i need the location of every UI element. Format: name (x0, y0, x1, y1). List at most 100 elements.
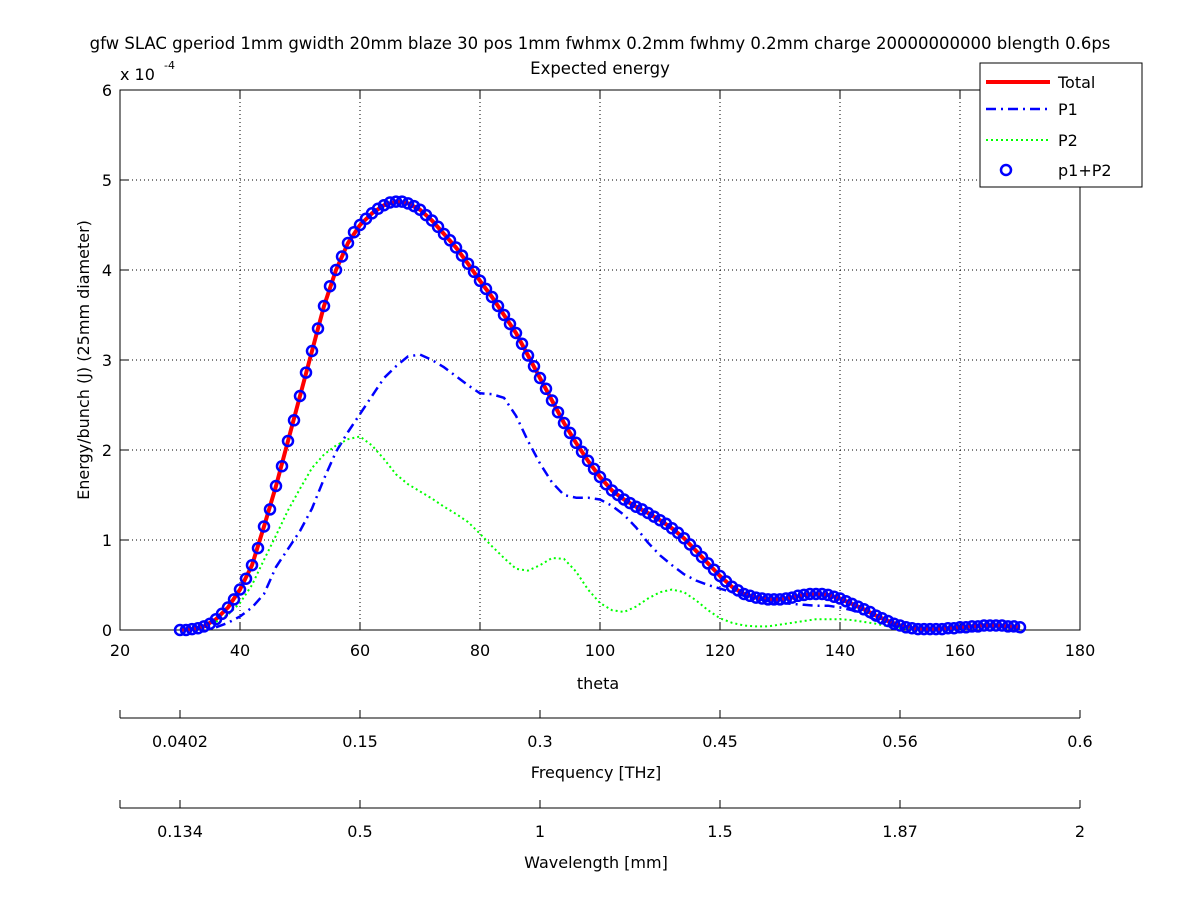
x-tick-label: 20 (110, 641, 130, 660)
series-p1-p2-marker (929, 622, 943, 636)
y-axis-label: Energy/bunch (J) (25mm diameter) (74, 220, 93, 500)
series-p1-p2-marker (227, 593, 241, 606)
series-p1-p2-marker (551, 405, 565, 419)
series-p1-p2-marker (785, 591, 799, 604)
series-p1-p2-marker (377, 198, 391, 212)
legend-p1-p2-label: p1+P2 (1058, 161, 1112, 180)
series-p1-p2-marker (503, 317, 517, 331)
secondary-axis-wavelength-mm-tick-label: 0.5 (347, 822, 372, 841)
series-p1-p2-marker (275, 459, 289, 473)
series-p1-p2-marker (287, 414, 301, 427)
series-p1-p2-marker (1007, 620, 1021, 633)
series-p1-p2-marker (893, 619, 907, 632)
y-tick-label: 5 (102, 171, 112, 190)
series-p1-p2-marker (269, 479, 283, 493)
series-p1-p2-marker (953, 621, 967, 634)
legend-p1-label: P1 (1058, 100, 1078, 119)
secondary-axis-frequency-thz-tick-label: 0.45 (702, 732, 738, 751)
series-p1-p2-marker (431, 220, 445, 234)
x-axis-label: theta (577, 674, 619, 693)
x-tick-label: 60 (350, 641, 370, 660)
x-tick-label: 80 (470, 641, 490, 660)
series-p1-p2-marker (761, 593, 775, 606)
series-p1-p2-marker (245, 558, 259, 572)
series-p1-p2-marker (233, 583, 247, 596)
series-p1-p2-marker (401, 197, 415, 210)
series-p1-p2-marker (767, 593, 781, 606)
series-p1-p2-marker (497, 308, 511, 322)
series-p1-p2-marker (323, 279, 337, 293)
series-p1-p2-marker (317, 299, 331, 313)
series-p1-p2-marker (341, 236, 355, 250)
series-p1-p2-marker (455, 249, 469, 262)
legend-items: Total P1 P2 p1+P2 (986, 73, 1112, 180)
series-p1-p2-marker (911, 622, 925, 636)
series-p1-p2-marker (923, 622, 937, 636)
series-p1-p2-marker (869, 609, 883, 622)
series-p1-p2-marker (629, 500, 643, 513)
series-p1-p2-marker (839, 594, 853, 608)
series-p1-p2-marker (527, 360, 541, 373)
series-p1-p2-marker (881, 614, 895, 628)
legend-total-label: Total (1057, 73, 1095, 92)
grid (120, 90, 1080, 630)
series-p1-p2-marker (773, 593, 787, 606)
series-p1-p2-marker (239, 572, 253, 585)
series-p1-p2-marker (959, 621, 973, 634)
secondary-axis-frequency-thz-tick-label: 0.56 (882, 732, 918, 751)
y-tick-label: 1 (102, 531, 112, 550)
series-p1-p2-marker (257, 520, 271, 533)
series-p1-p2-marker (221, 601, 235, 614)
y-exponent-power: -4 (164, 59, 175, 72)
series-p1-p2-marker (845, 597, 859, 611)
secondary-axis-wavelength-mm-tick-label: 1 (535, 822, 545, 841)
series-p1-p2-marker (293, 389, 307, 403)
series-p1-p2-marker (749, 591, 763, 604)
series-p1-p2-marker (755, 592, 769, 605)
series-p1-p2-marker (383, 196, 397, 209)
series-p1-p2-marker (251, 541, 265, 555)
y-exponent: x 10 -4 (120, 59, 175, 84)
series-p1-p2-marker (587, 462, 601, 476)
plot-area: 20 40 60 80 100 120 140 160 180 0 1 2 3 4 5 6 (102, 81, 1095, 660)
series-p1-p2-marker (875, 612, 889, 625)
series-p1-p2-marker (593, 470, 607, 484)
series-p1-p2-marker (941, 621, 955, 635)
series-p1-p2-marker (995, 619, 1009, 632)
series-p1-p2-marker (179, 623, 193, 637)
series-p1-p2-marker (569, 436, 583, 450)
series-p1-p2-marker (827, 590, 841, 603)
x-tick-label: 100 (585, 641, 616, 660)
series-p1-p2-marker (971, 620, 985, 633)
series-p1-p2-marker (185, 622, 199, 636)
series-p1-line (215, 353, 913, 631)
series-p1-p2-marker (329, 263, 343, 277)
series-p1-p2-marker (533, 371, 547, 385)
secondary-axis-wavelength-mm-tick-label: 1.87 (882, 822, 918, 841)
series-p1-p2-marker (917, 622, 931, 636)
series-p1-p2-marker (743, 589, 757, 603)
series-p1-p2-marker (263, 503, 277, 516)
series-p1-p2-marker (989, 619, 1003, 632)
series-p1-p2-marker (461, 257, 475, 270)
series-p1-p2-marker (539, 382, 553, 396)
series-p1-p2-marker (491, 299, 505, 313)
series-layer (173, 195, 1027, 637)
series-p1-p2-marker (575, 445, 589, 459)
legend: Total P1 P2 p1+P2 (979, 62, 1143, 188)
x-tick-label: 120 (705, 641, 736, 660)
series-p1-p2-marker (887, 617, 901, 630)
series-p1-p2-marker (797, 588, 811, 602)
series-p1-p2-marker (545, 394, 559, 407)
series-p1-p2-marker (509, 326, 523, 340)
y-exponent-base: x 10 (120, 65, 155, 84)
series-p1-p2-marker (467, 265, 481, 279)
series-p1-p2-marker (347, 225, 361, 239)
series-p1-p2-marker (791, 589, 805, 603)
series-p1-p2-marker (815, 587, 829, 601)
x-tick-label: 180 (1065, 641, 1096, 660)
y-tick-label: 6 (102, 81, 112, 100)
secondary-axis-wavelength-mm-tick-label: 0.134 (157, 822, 203, 841)
ticks: 20 40 60 80 100 120 140 160 180 0 1 2 3 4 5 6 (102, 81, 1095, 660)
